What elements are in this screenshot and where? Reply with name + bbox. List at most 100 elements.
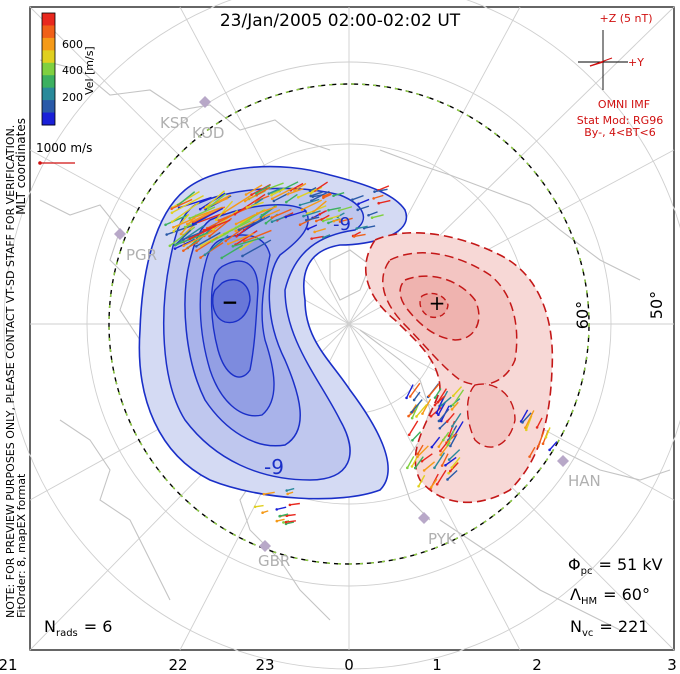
velocity-vector (255, 184, 271, 194)
velocity-vector (451, 456, 461, 468)
velocity-vector-origin (285, 489, 289, 492)
velocity-vector (192, 207, 224, 225)
velocity-vector (206, 211, 239, 229)
velocity-vector (437, 401, 447, 416)
velocity-vector-origin (308, 189, 312, 193)
velocity-vector-origin (298, 223, 302, 226)
mlt-tick-23: 23 (255, 656, 274, 674)
velocity-vector (232, 236, 265, 247)
svg-text:Nrads= 6: Nrads = 6 (44, 617, 112, 639)
velocity-vector-origin (447, 471, 450, 475)
velocity-vector (433, 452, 446, 469)
velocity-vector (524, 410, 535, 428)
velocity-vector-origin (296, 196, 300, 199)
velocity-vector-origin (410, 416, 414, 420)
velocity-vector-origin (439, 419, 443, 423)
velocity-vector (285, 209, 307, 218)
velocity-vector-origin (270, 220, 274, 224)
hm-boundary-overlay (108, 83, 590, 565)
velocity-vector (287, 187, 304, 195)
velocity-vector-origin (306, 227, 310, 231)
velocity-vector-origin (188, 217, 192, 220)
velocity-vector-origin (446, 443, 450, 447)
station-marker-ksr (199, 96, 211, 108)
velocity-vector-origin (435, 411, 439, 415)
n-rads-stat: Nrads = 6 (44, 617, 112, 639)
velocity-vector (271, 208, 292, 219)
velocity-vector (313, 200, 327, 213)
velocity-vector (173, 217, 196, 228)
velocity-vector (224, 193, 254, 213)
velocity-vector-origin (208, 234, 211, 238)
velocity-vector (414, 456, 424, 469)
velocity-vector-origin (250, 193, 253, 196)
velocity-vector-origin (410, 465, 414, 468)
velocity-vector-origin (260, 213, 264, 217)
velocity-vector (363, 225, 376, 229)
velocity-vector (371, 214, 384, 219)
velocity-vector (238, 219, 263, 231)
velocity-vector (373, 194, 384, 200)
positive-cell (365, 231, 554, 504)
velocity-vector (174, 238, 196, 250)
mlt-axis: 21 22 23 0 1 2 3 (0, 656, 677, 674)
colorbar-segment (42, 112, 55, 126)
velocity-vector (193, 206, 223, 219)
velocity-vector (263, 491, 275, 495)
velocity-vector-origin (338, 220, 342, 223)
velocity-vector-origin (211, 227, 215, 231)
station-label-pyk: PYK (428, 530, 457, 548)
velocity-vector-origin (253, 505, 257, 509)
velocity-vector-origin (451, 425, 454, 428)
velocity-vector-origin (310, 237, 313, 240)
velocity-vector (177, 191, 196, 206)
velocity-vector-origin (408, 395, 412, 398)
velocity-vector (173, 213, 190, 232)
velocity-vector (307, 224, 318, 230)
velocity-vector-origin (300, 208, 304, 211)
velocity-vector-origin (412, 398, 416, 402)
velocity-vector-origin (367, 213, 370, 217)
velocity-vector (212, 209, 239, 230)
station-marker-han (557, 455, 569, 467)
velocity-vector (256, 186, 271, 196)
velocity-vector-origin (186, 222, 189, 226)
velocity-vector (333, 218, 344, 222)
velocity-vector (446, 433, 458, 444)
velocity-vector (378, 185, 390, 191)
velocity-vector-origin (528, 455, 531, 458)
station-marker-pyk (418, 512, 430, 524)
velocity-vector (301, 199, 323, 211)
velocity-vector-origin (337, 209, 341, 212)
velocity-vector-origin (445, 420, 449, 423)
velocity-vector-origin (310, 199, 313, 202)
velocity-vector (448, 449, 461, 461)
mlt-tick-0: 0 (344, 656, 354, 674)
negative-cell (138, 165, 408, 500)
velocity-vector-origin (255, 212, 259, 215)
velocity-vector-origin (406, 466, 409, 470)
velocity-vector-origin (421, 412, 424, 415)
velocity-vector-origin (234, 222, 238, 226)
velocity-vector (409, 382, 421, 397)
colorbar-segment (42, 62, 55, 76)
colorbar-segment (42, 100, 55, 114)
velocity-vector (183, 229, 216, 247)
velocity-vector-origin (245, 206, 249, 209)
velocity-vector-origin (437, 413, 440, 417)
velocity-vector (415, 403, 428, 417)
velocity-vector (328, 206, 341, 211)
latitude-label-50: 50° (647, 291, 666, 319)
velocity-vector-origin (188, 237, 192, 241)
velocity-vector-origin (288, 503, 292, 507)
velocity-vector (447, 429, 455, 446)
velocity-vector (411, 456, 418, 467)
velocity-vector-origin (165, 233, 168, 236)
velocity-vector (537, 431, 545, 447)
phi-pc-stat: Φpc = 51 kV (568, 555, 663, 577)
mlt-tick-21: 21 (0, 656, 18, 674)
velocity-vector-origin (255, 192, 258, 195)
velocity-vector (352, 194, 364, 201)
velocity-vector-origin (352, 235, 356, 238)
velocity-vector (417, 474, 426, 487)
